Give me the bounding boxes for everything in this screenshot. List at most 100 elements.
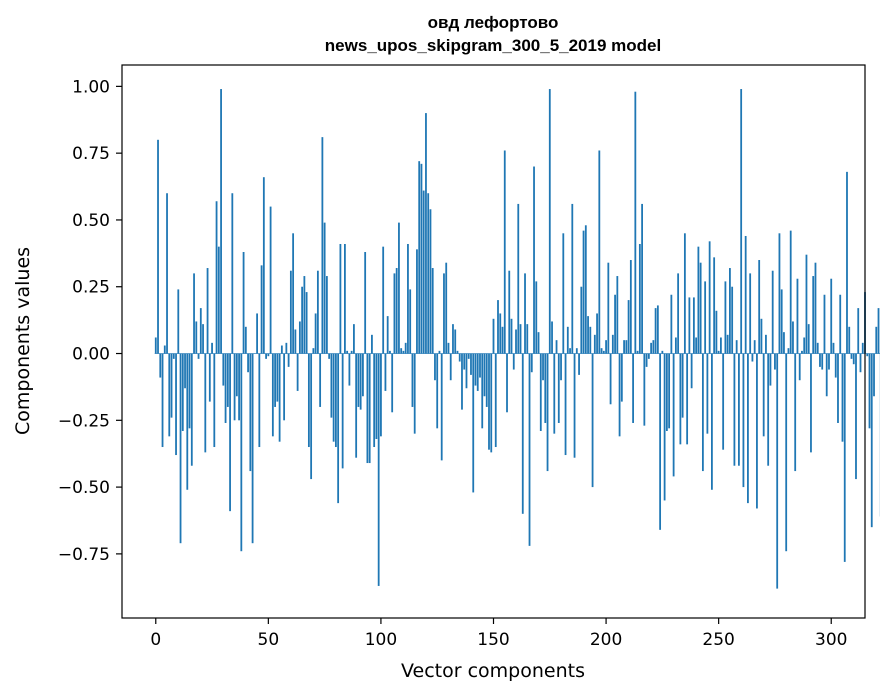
bar (638, 243, 641, 354)
bar (717, 350, 720, 354)
bar (704, 281, 707, 354)
bar (841, 353, 844, 442)
bar (589, 326, 592, 354)
bar (751, 353, 754, 362)
bar (283, 353, 286, 421)
bar (344, 243, 346, 354)
bar (681, 353, 684, 418)
bar (452, 324, 454, 354)
bar (497, 300, 499, 354)
bar (456, 350, 459, 354)
bar (553, 353, 556, 434)
bar (584, 225, 587, 354)
bar (411, 353, 414, 407)
bar (368, 353, 371, 464)
bar (850, 353, 853, 359)
bar (778, 233, 781, 354)
bar (708, 241, 711, 354)
bar (508, 270, 511, 354)
y-tick-label: −0.25 (58, 411, 110, 431)
x-axis-ticks: 0 50 100 150 200 250 300 (150, 618, 847, 650)
bar (154, 337, 157, 354)
chart-title-line-2: news_upos_skipgram_300_5_2019 model (325, 36, 661, 55)
bar (551, 321, 553, 354)
bar (686, 353, 689, 445)
bar (769, 353, 772, 386)
bar (294, 329, 297, 354)
bar (163, 345, 166, 354)
bar (573, 353, 576, 458)
bar (476, 353, 479, 391)
bar (355, 353, 358, 458)
bar (828, 353, 830, 370)
bar (220, 89, 222, 354)
bar (861, 342, 864, 354)
bar (429, 209, 432, 354)
bar (398, 222, 400, 354)
bar (310, 353, 313, 480)
bar (837, 353, 839, 423)
bar (470, 353, 472, 375)
bar (467, 353, 470, 359)
bar (546, 353, 549, 472)
bar (607, 262, 610, 354)
y-tick-label: −0.50 (58, 478, 110, 498)
bar (211, 342, 213, 354)
bar (521, 353, 524, 514)
bar (679, 353, 682, 445)
bar (240, 353, 243, 552)
bar (780, 289, 783, 354)
bar (611, 334, 614, 354)
bar (242, 252, 245, 354)
bar (571, 203, 574, 354)
bar (170, 353, 173, 418)
bar (157, 139, 159, 354)
bar (733, 353, 736, 466)
bar (434, 353, 436, 381)
bar (422, 190, 425, 354)
bar (690, 353, 693, 389)
bar (512, 353, 515, 370)
bar (285, 342, 288, 354)
bar (481, 353, 484, 429)
bar (303, 276, 306, 354)
bar (321, 137, 324, 354)
bar (159, 353, 162, 378)
bar (438, 350, 441, 354)
x-tick-label: 250 (702, 630, 734, 650)
bar (762, 353, 765, 437)
bar (262, 177, 265, 354)
bar (569, 348, 571, 354)
bar (776, 353, 779, 589)
bar (792, 321, 794, 354)
bar (816, 342, 819, 354)
bar (557, 353, 560, 423)
bar (634, 91, 637, 354)
bar (602, 350, 605, 354)
bar (868, 353, 871, 429)
bar (830, 278, 833, 354)
bar (510, 318, 513, 354)
bar (386, 316, 389, 354)
bar (566, 326, 569, 354)
bar (278, 353, 281, 442)
bar (276, 353, 279, 402)
bar (472, 353, 475, 493)
bar (647, 353, 650, 359)
y-tick-label: 0.75 (72, 144, 110, 164)
bar (271, 353, 274, 437)
bar (431, 268, 434, 354)
bar (258, 353, 261, 448)
bar (305, 292, 308, 354)
bar (213, 353, 216, 448)
bar (359, 353, 362, 410)
bar (501, 326, 504, 354)
bar (229, 353, 231, 512)
bar (265, 353, 267, 359)
bar (231, 193, 234, 354)
bar (785, 353, 788, 552)
bar (609, 353, 612, 405)
bar (616, 276, 619, 354)
bar (620, 353, 623, 402)
